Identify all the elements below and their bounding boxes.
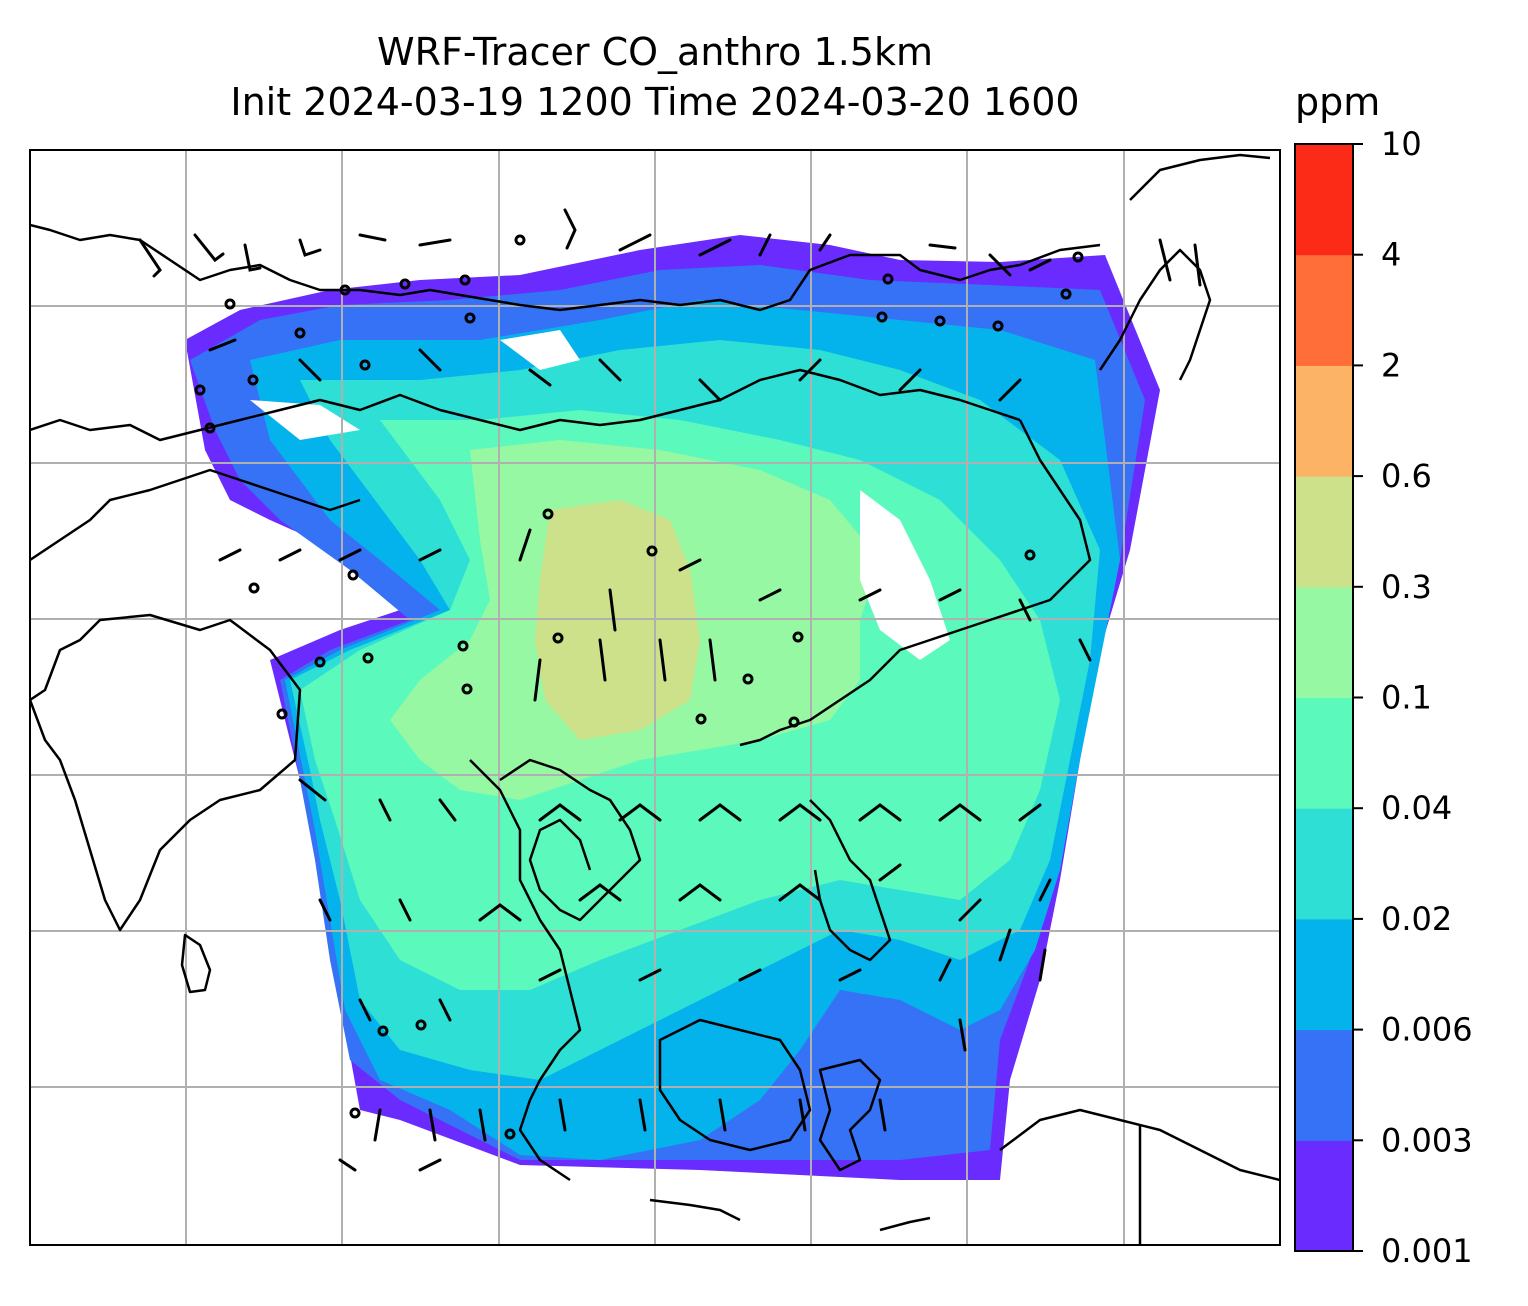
coast-india (30, 613, 302, 932)
colorbar-segment (1295, 1140, 1353, 1252)
colorbar-segment (1295, 144, 1353, 256)
field-gap-1 (860, 490, 950, 660)
field-gap-2 (500, 330, 580, 370)
tracer-field (185, 235, 1160, 1180)
map-title-line1: WRF-Tracer CO_anthro 1.5km (377, 30, 933, 74)
colorbar-segment (1295, 586, 1353, 698)
colorbar: 0.001 0.003 0.006 0.02 0.04 0.1 0.3 0.6 2 4 10 (1294, 125, 1473, 1270)
coast-indochina (469, 759, 582, 1182)
coast-java (649, 1198, 741, 1222)
colorbar-tick-label: 4 (1381, 236, 1401, 274)
coast-japan (1129, 153, 1271, 201)
map-panel (30, 150, 1280, 1245)
border-mid-1 (30, 468, 361, 562)
colorbar-segment (1295, 1029, 1353, 1141)
colorbar-tick-label: 0.3 (1381, 568, 1432, 606)
border-north-2 (30, 368, 1021, 442)
colorbar-segment (1295, 254, 1353, 366)
coast-korea (1098, 248, 1212, 381)
colorbar-tick-label: 0.003 (1381, 1121, 1473, 1159)
coast-philippines (809, 799, 892, 962)
colorbar-tick-label: 0.001 (1381, 1232, 1473, 1270)
colorbar-tick-label: 0.6 (1381, 457, 1432, 495)
colorbar-segment (1295, 808, 1353, 920)
colorbar-tick-label: 0.006 (1381, 1011, 1473, 1049)
map-title-line2: Init 2024-03-19 1200 Time 2024-03-20 160… (230, 80, 1080, 124)
map-frame (29, 149, 1281, 1246)
coast-timor (879, 1216, 931, 1232)
colorbar-segment (1295, 365, 1353, 477)
colorbar-segment (1295, 697, 1353, 809)
coast-borneo (658, 1018, 812, 1152)
colorbar-tick-label: 0.02 (1381, 900, 1452, 938)
border-north-1 (30, 223, 1101, 312)
colorbar-segment (1295, 918, 1353, 1031)
coast-sulawesi (818, 1058, 882, 1172)
colorbar-tick-label: 0.04 (1381, 789, 1452, 827)
wind-barbs (138, 208, 1202, 1172)
coastlines (30, 153, 1280, 1245)
colorbar-tick-label: 0.1 (1381, 679, 1432, 717)
colorbar-segment (1295, 476, 1353, 588)
coast-china (739, 419, 1092, 747)
coast-srilanka (180, 933, 212, 994)
colorbar-tick-label: 10 (1381, 125, 1422, 163)
calm-wind-markers (194, 234, 1084, 1140)
colorbar-tick-label: 2 (1381, 346, 1401, 384)
coast-mainland-se (499, 758, 642, 922)
